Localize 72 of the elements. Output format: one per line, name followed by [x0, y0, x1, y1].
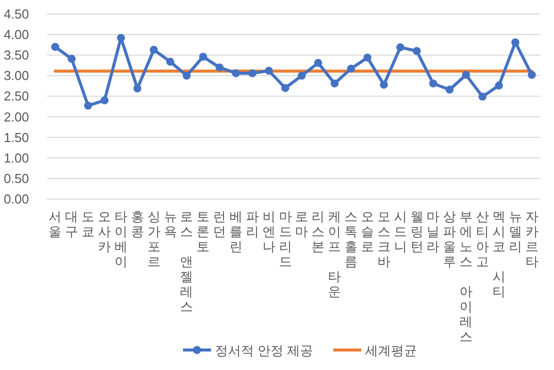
- y-tick-label: 4.50: [4, 6, 29, 22]
- y-tick-label: 4.00: [4, 27, 29, 42]
- point: [100, 96, 109, 104]
- point: [494, 82, 503, 90]
- x-tick-label: 서울: [48, 209, 62, 239]
- x-tick-label: 토론토: [196, 209, 210, 254]
- legend-label: 세계평균: [365, 343, 418, 358]
- point: [84, 102, 92, 110]
- x-tick-label: 마닐라: [426, 209, 440, 254]
- x-tick-label: 모스크바: [377, 209, 390, 269]
- point: [380, 80, 388, 89]
- x-tick-label: 케이프 타운: [328, 209, 342, 299]
- point: [232, 69, 240, 78]
- point: [396, 43, 404, 52]
- x-tick-label: 스톡홀름: [344, 209, 358, 269]
- point: [51, 42, 60, 51]
- point: [166, 58, 174, 66]
- x-tick-label: 로마: [295, 209, 308, 239]
- point: [446, 86, 454, 94]
- point: [347, 64, 356, 73]
- x-tick-label: 산티아고: [476, 209, 489, 269]
- x-tick-label: 멕시코 시티: [492, 209, 506, 299]
- x-tick-label: 자카르타: [525, 209, 538, 269]
- point: [182, 72, 191, 80]
- point: [150, 46, 158, 54]
- point: [298, 72, 306, 80]
- point: [429, 79, 438, 88]
- x-tick-label: 타이베이: [114, 209, 128, 269]
- x-tick-label: 비엔나: [262, 209, 276, 254]
- x-tick-label: 뉴욕: [164, 209, 177, 239]
- x-tick-label: 홍콩: [130, 209, 144, 239]
- point: [116, 34, 125, 42]
- y-tick-label: 2.00: [4, 109, 29, 124]
- point: [314, 58, 322, 67]
- x-tick-label: 도쿄: [82, 209, 95, 239]
- x-tick-label: 싱가포르: [147, 209, 160, 269]
- x-tick-label: 대구: [65, 209, 78, 239]
- x-tick-label: 오사카: [98, 209, 112, 254]
- x-tick-label: 상파울루: [443, 209, 456, 269]
- x-tick-label: 파리: [246, 209, 259, 239]
- point: [363, 54, 372, 62]
- point: [264, 66, 273, 75]
- y-tick-label: 2.50: [4, 88, 29, 104]
- point: [412, 47, 421, 55]
- point: [330, 79, 339, 88]
- y-tick-label: 0.00: [4, 192, 29, 206]
- x-tick-label: 리스본: [312, 209, 325, 254]
- x-tick-label: 뉴델리: [508, 209, 522, 254]
- x-tick-label: 시드니: [394, 209, 407, 254]
- point: [248, 69, 256, 78]
- point: [478, 92, 486, 101]
- point: [68, 54, 76, 63]
- legend-label: 정서적 안정 제공: [215, 343, 314, 358]
- point: [511, 38, 520, 46]
- y-tick-label: 1.00: [4, 150, 29, 166]
- y-tick-label: 1.50: [4, 130, 29, 145]
- x-tick-label: 베를린: [229, 209, 242, 254]
- x-tick-label: 오슬로: [360, 209, 374, 254]
- point: [462, 70, 470, 79]
- point: [199, 52, 208, 61]
- x-tick-label: 런던: [213, 209, 226, 239]
- y-tick-label: 3.00: [4, 68, 29, 84]
- point: [281, 84, 290, 92]
- point: [528, 70, 536, 79]
- x-tick-label: 웰링턴: [410, 209, 424, 254]
- point: [216, 63, 224, 72]
- y-tick-label: 3.50: [4, 48, 29, 63]
- point: [133, 84, 142, 92]
- x-tick-label: 로스 앤젤레스: [180, 209, 194, 314]
- y-tick-label: 0.50: [4, 170, 29, 186]
- x-tick-label: 부에노스 아이레스: [460, 209, 473, 344]
- x-tick-label: 마드리드: [278, 209, 292, 269]
